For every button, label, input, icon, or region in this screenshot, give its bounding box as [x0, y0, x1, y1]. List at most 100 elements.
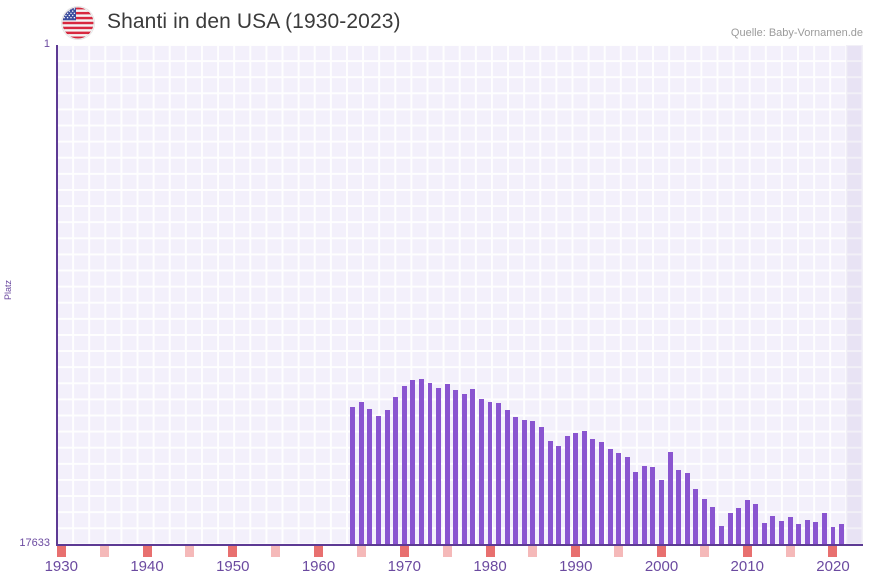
- bar-2014[interactable]: [779, 520, 785, 545]
- bar-1972[interactable]: [418, 378, 424, 545]
- bar-2016[interactable]: [796, 524, 802, 545]
- bar-2015[interactable]: [787, 517, 793, 545]
- bar-2021[interactable]: [839, 523, 845, 545]
- x-tick-label-1960: 1960: [301, 558, 336, 575]
- bar-1985[interactable]: [530, 421, 536, 545]
- bar-2004[interactable]: [693, 488, 699, 545]
- us-flag-icon: [62, 7, 94, 39]
- bar-1993[interactable]: [598, 442, 604, 545]
- x-tick-label-2020: 2020: [816, 558, 850, 575]
- bar-2010[interactable]: [744, 500, 750, 545]
- bar-1999[interactable]: [650, 466, 656, 545]
- x-tick-label-1980: 1980: [473, 558, 507, 575]
- bar-2011[interactable]: [753, 503, 759, 545]
- x-tick-label-1970: 1970: [387, 558, 421, 575]
- bar-2006[interactable]: [710, 507, 716, 545]
- x-tick-1940: [142, 546, 152, 557]
- y-axis-label-bottom: 17633: [19, 537, 50, 549]
- x-tick-1960: [314, 546, 324, 557]
- x-tick-1975: [442, 546, 452, 557]
- x-tick-1965: [356, 546, 366, 557]
- x-tick-label-1940: 1940: [130, 558, 164, 575]
- y-axis-label-top: 1: [43, 38, 50, 50]
- bar-2000[interactable]: [659, 479, 664, 545]
- bar-1982[interactable]: [504, 409, 510, 545]
- bar-1975[interactable]: [444, 383, 450, 545]
- x-tick-1955: [271, 546, 281, 557]
- x-tick-label-2000: 2000: [644, 558, 679, 575]
- x-tick-1985: [528, 546, 538, 557]
- bar-1992[interactable]: [590, 439, 596, 545]
- bar-1966[interactable]: [367, 408, 373, 545]
- bar-1984[interactable]: [521, 419, 527, 545]
- bar-1973[interactable]: [427, 382, 433, 545]
- x-tick-1995: [614, 546, 624, 557]
- y-axis-line: [56, 45, 58, 546]
- bar-1981[interactable]: [496, 403, 502, 545]
- bar-2019[interactable]: [821, 513, 827, 545]
- bar-1987[interactable]: [547, 440, 553, 545]
- x-tick-1930: [56, 546, 66, 557]
- bar-1990[interactable]: [573, 433, 579, 545]
- bar-1969[interactable]: [393, 397, 399, 545]
- bar-2020[interactable]: [830, 526, 836, 545]
- bar-2007[interactable]: [719, 525, 724, 545]
- bar-1988[interactable]: [556, 446, 562, 545]
- x-axis-tick-labels: 1930 1940 1950 1960 1970 1980 1990 2000 2010 2020: [0, 558, 873, 582]
- grid-lines: [57, 45, 863, 545]
- x-tick-2000: [657, 546, 666, 557]
- bar-2001[interactable]: [667, 451, 673, 545]
- bar-2018[interactable]: [813, 522, 819, 545]
- bar-1968[interactable]: [384, 410, 390, 545]
- bar-2008[interactable]: [727, 512, 733, 545]
- bar-1986[interactable]: [538, 426, 544, 545]
- bar-1978[interactable]: [470, 388, 476, 545]
- bar-1965[interactable]: [358, 402, 364, 545]
- chart-header: Shanti in den USA (1930-2023) Quelle: Ba…: [0, 0, 873, 45]
- x-tick-label-1930: 1930: [44, 558, 78, 575]
- bar-1964[interactable]: [350, 407, 356, 545]
- x-tick-2010: [742, 546, 752, 557]
- bar-1977[interactable]: [461, 393, 467, 545]
- bar-1996[interactable]: [624, 457, 630, 545]
- bar-1976[interactable]: [453, 390, 459, 545]
- bar-1980[interactable]: [487, 402, 493, 545]
- bar-1967[interactable]: [376, 415, 382, 545]
- bar-2017[interactable]: [804, 519, 810, 545]
- x-tick-2005: [699, 546, 709, 557]
- x-tick-label-1950: 1950: [216, 558, 250, 575]
- bar-1979[interactable]: [478, 399, 484, 545]
- x-axis-tick-marks: [0, 546, 873, 558]
- bar-2005[interactable]: [701, 498, 707, 545]
- bar-2003[interactable]: [684, 472, 690, 545]
- x-tick-2020: [828, 546, 838, 557]
- x-tick-2015: [785, 546, 795, 557]
- bar-1998[interactable]: [641, 465, 647, 545]
- bar-1991[interactable]: [581, 430, 587, 545]
- bar-2002[interactable]: [676, 470, 682, 545]
- x-tick-1970: [399, 546, 409, 557]
- bar-2012[interactable]: [761, 522, 767, 545]
- x-tick-label-1990: 1990: [559, 558, 593, 575]
- source-attribution: Quelle: Baby-Vornamen.de: [730, 27, 863, 39]
- bar-1971[interactable]: [410, 379, 416, 545]
- x-tick-1990: [571, 546, 581, 557]
- x-tick-1945: [185, 546, 195, 557]
- x-tick-1980: [485, 546, 495, 557]
- bar-1970[interactable]: [401, 386, 407, 545]
- x-tick-label-2010: 2010: [730, 558, 764, 575]
- shaded-region: [845, 45, 863, 545]
- bar-1994[interactable]: [607, 449, 613, 545]
- bar-1989[interactable]: [564, 435, 570, 545]
- bar-1997[interactable]: [633, 471, 639, 545]
- bar-2009[interactable]: [736, 507, 742, 545]
- bar-1983[interactable]: [513, 416, 519, 545]
- page-title: Shanti in den USA (1930-2023): [107, 10, 401, 33]
- x-axis-line: [56, 544, 863, 546]
- bar-1995[interactable]: [616, 453, 622, 545]
- bar-2013[interactable]: [770, 516, 776, 545]
- bar-series: [57, 45, 863, 545]
- bar-1974[interactable]: [436, 387, 442, 545]
- plot-area: [57, 45, 863, 545]
